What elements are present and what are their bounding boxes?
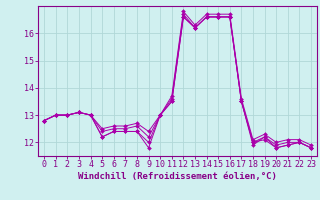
X-axis label: Windchill (Refroidissement éolien,°C): Windchill (Refroidissement éolien,°C)	[78, 172, 277, 181]
